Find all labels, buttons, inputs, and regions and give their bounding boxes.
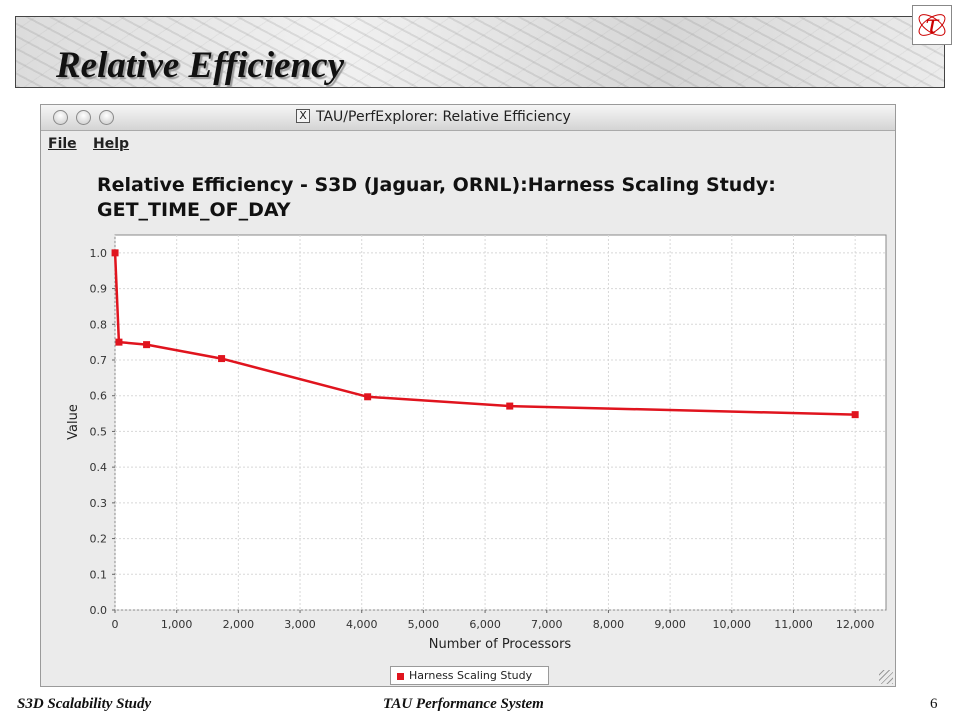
y-tick-label: 1.0: [90, 247, 108, 260]
y-tick-label: 0.6: [90, 390, 108, 403]
window-titlebar[interactable]: X TAU/PerfExplorer: Relative Efficiency: [41, 105, 895, 131]
x-tick-label: 0: [112, 618, 119, 631]
x-axis-ticks: 0 1,000 2,000 3,000 4,000 5,000 6,000 7,000 8,00…: [112, 610, 875, 631]
close-window-button[interactable]: [53, 110, 68, 125]
resize-grip-icon[interactable]: [879, 670, 893, 684]
perfexplorer-window: X TAU/PerfExplorer: Relative Efficiency …: [40, 104, 896, 687]
menu-file[interactable]: File: [48, 136, 77, 152]
x11-icon: X: [296, 109, 310, 123]
x-tick-label: 3,000: [284, 618, 316, 631]
menu-help[interactable]: Help: [93, 136, 130, 152]
data-point: [143, 341, 151, 349]
y-tick-label: 0.2: [90, 533, 108, 546]
chart-title-line-1: Relative Efficiency - S3D (Jaguar, ORNL)…: [97, 174, 776, 196]
page-number: 6: [930, 696, 938, 712]
data-point: [218, 355, 226, 363]
chart-title-line-2: GET_TIME_OF_DAY: [97, 199, 291, 221]
y-tick-label: 0.5: [90, 425, 108, 438]
series-layer: [111, 249, 859, 419]
plot-area: [114, 234, 887, 611]
y-tick-label: 0.4: [90, 461, 108, 474]
slide-title: Relative Efficiency: [56, 45, 345, 86]
x-tick-label: 1,000: [161, 618, 193, 631]
x-tick-label: 4,000: [346, 618, 378, 631]
x-tick-label: 11,000: [774, 618, 813, 631]
window-title-container: X TAU/PerfExplorer: Relative Efficiency: [296, 109, 571, 125]
zoom-window-button[interactable]: [99, 110, 114, 125]
x-tick-label: 6,000: [469, 618, 501, 631]
y-tick-label: 0.8: [90, 318, 108, 331]
legend-label: Harness Scaling Study: [409, 669, 533, 682]
x-tick-label: 7,000: [531, 618, 563, 631]
footer-left: S3D Scalability Study: [17, 696, 152, 712]
x-tick-label: 5,000: [408, 618, 440, 631]
menu-bar: File Help: [41, 132, 895, 154]
minimize-window-button[interactable]: [76, 110, 91, 125]
x-tick-label: 8,000: [593, 618, 625, 631]
x-tick-label: 9,000: [654, 618, 686, 631]
legend-swatch: [397, 673, 404, 680]
grid-lines: [114, 235, 886, 611]
data-point: [851, 411, 859, 419]
data-point: [115, 338, 123, 346]
chart-title: Relative Efficiency - S3D (Jaguar, ORNL)…: [97, 173, 776, 223]
x-tick-label: 2,000: [223, 618, 255, 631]
y-tick-label: 0.0: [90, 604, 108, 617]
x-axis-label: Number of Processors: [429, 637, 572, 652]
slide-title-banner: Relative Efficiency: [15, 16, 945, 88]
data-point: [111, 249, 119, 257]
y-tick-label: 0.1: [90, 568, 108, 581]
y-tick-label: 0.3: [90, 497, 108, 510]
data-point: [506, 402, 514, 410]
y-axis-label: Value: [66, 404, 81, 440]
x-tick-label: 12,000: [836, 618, 875, 631]
x-tick-label: 10,000: [713, 618, 752, 631]
y-tick-label: 0.9: [90, 283, 108, 296]
chart-legend: Harness Scaling Study: [390, 666, 549, 685]
window-title: TAU/PerfExplorer: Relative Efficiency: [316, 109, 571, 125]
tau-glyph: τ: [925, 10, 940, 40]
tau-logo-icon: τ: [918, 10, 946, 40]
efficiency-chart: 0.0 0.1 0.2 0.3 0.4 0.5 0.6 0.7 0.8 0.9 1.0 0 1,000…: [66, 234, 887, 652]
data-point: [364, 393, 372, 401]
footer-center: TAU Performance System: [383, 696, 544, 712]
tau-logo: τ: [912, 5, 952, 45]
y-axis-ticks: 0.0 0.1 0.2 0.3 0.4 0.5 0.6 0.7 0.8 0.9 1.0: [90, 247, 115, 617]
y-tick-label: 0.7: [90, 354, 108, 367]
